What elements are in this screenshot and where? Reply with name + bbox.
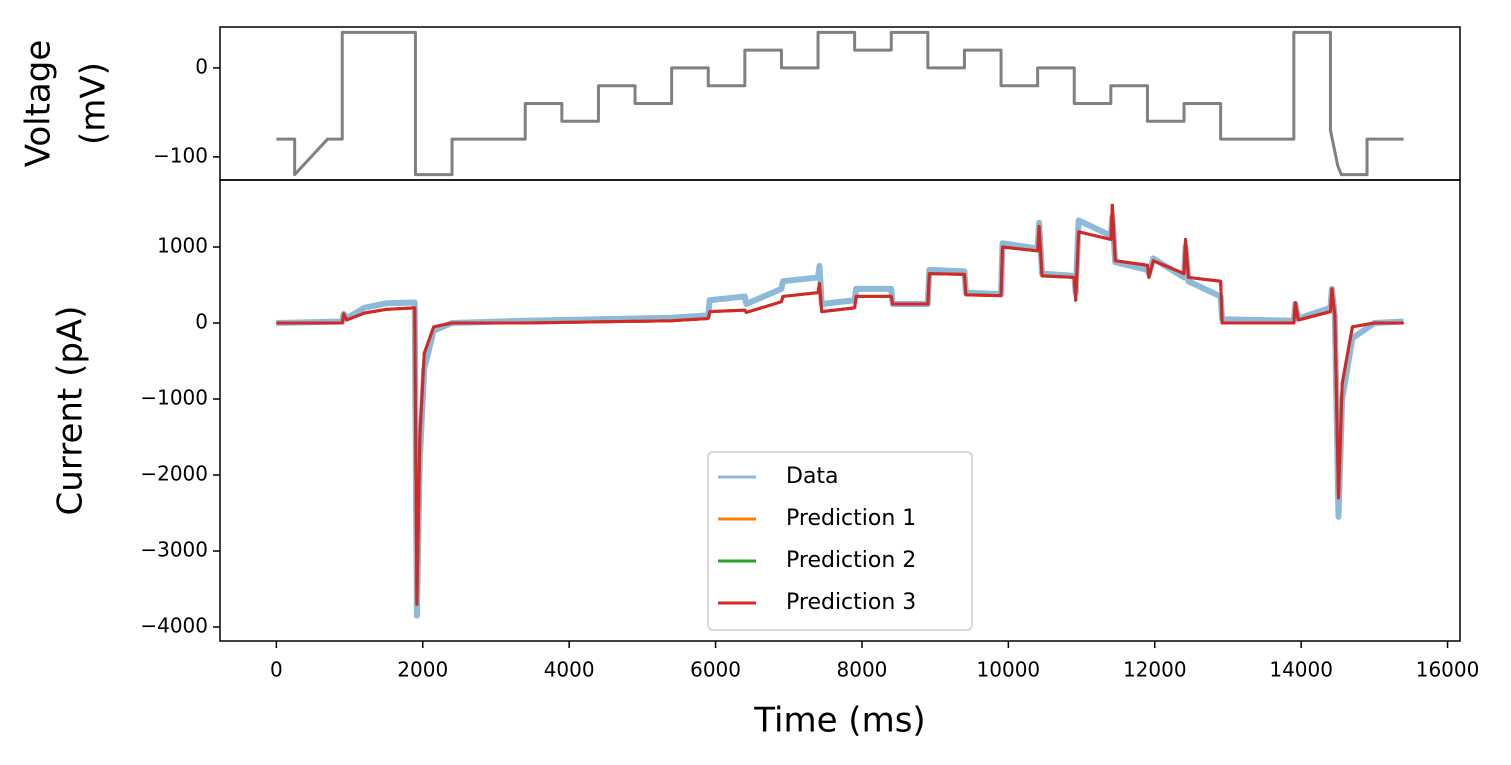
legend-box: [707, 451, 973, 631]
x-tick-label: 6000: [690, 658, 741, 682]
y-tick-label: 0: [195, 310, 208, 334]
y-axis-label: (mV): [74, 62, 114, 145]
y-tick-label: −3000: [140, 538, 208, 562]
data-line: [276, 30, 1404, 177]
x-tick-label: 2000: [397, 658, 448, 682]
x-tick-label: 14000: [1269, 658, 1333, 682]
legend-label: Prediction 3: [786, 590, 916, 615]
y-tick-label: −1000: [140, 386, 208, 410]
legend-label: Prediction 1: [786, 506, 916, 531]
x-tick-label: 10000: [977, 658, 1041, 682]
y-tick-label: 0: [195, 54, 208, 78]
y-tick-label: −100: [153, 143, 208, 167]
x-tick-label: 16000: [1416, 658, 1480, 682]
y-tick-label: −4000: [140, 614, 208, 638]
legend-label: Prediction 2: [786, 548, 916, 573]
legend-label: Data: [786, 464, 839, 489]
x-tick-label: 12000: [1123, 658, 1187, 682]
y-axis-label: Current (pA): [51, 306, 91, 516]
y-axis-label: Voltage: [19, 40, 59, 168]
x-tick-label: 4000: [544, 658, 595, 682]
axes-frame: [219, 179, 1461, 642]
x-axis-label: Time (ms): [753, 701, 925, 741]
y-tick-label: −2000: [140, 462, 208, 486]
x-tick-label: 8000: [837, 658, 888, 682]
y-tick-label: 1000: [157, 234, 208, 258]
x-tick-label: 0: [270, 658, 283, 682]
data-line: [276, 203, 1404, 606]
